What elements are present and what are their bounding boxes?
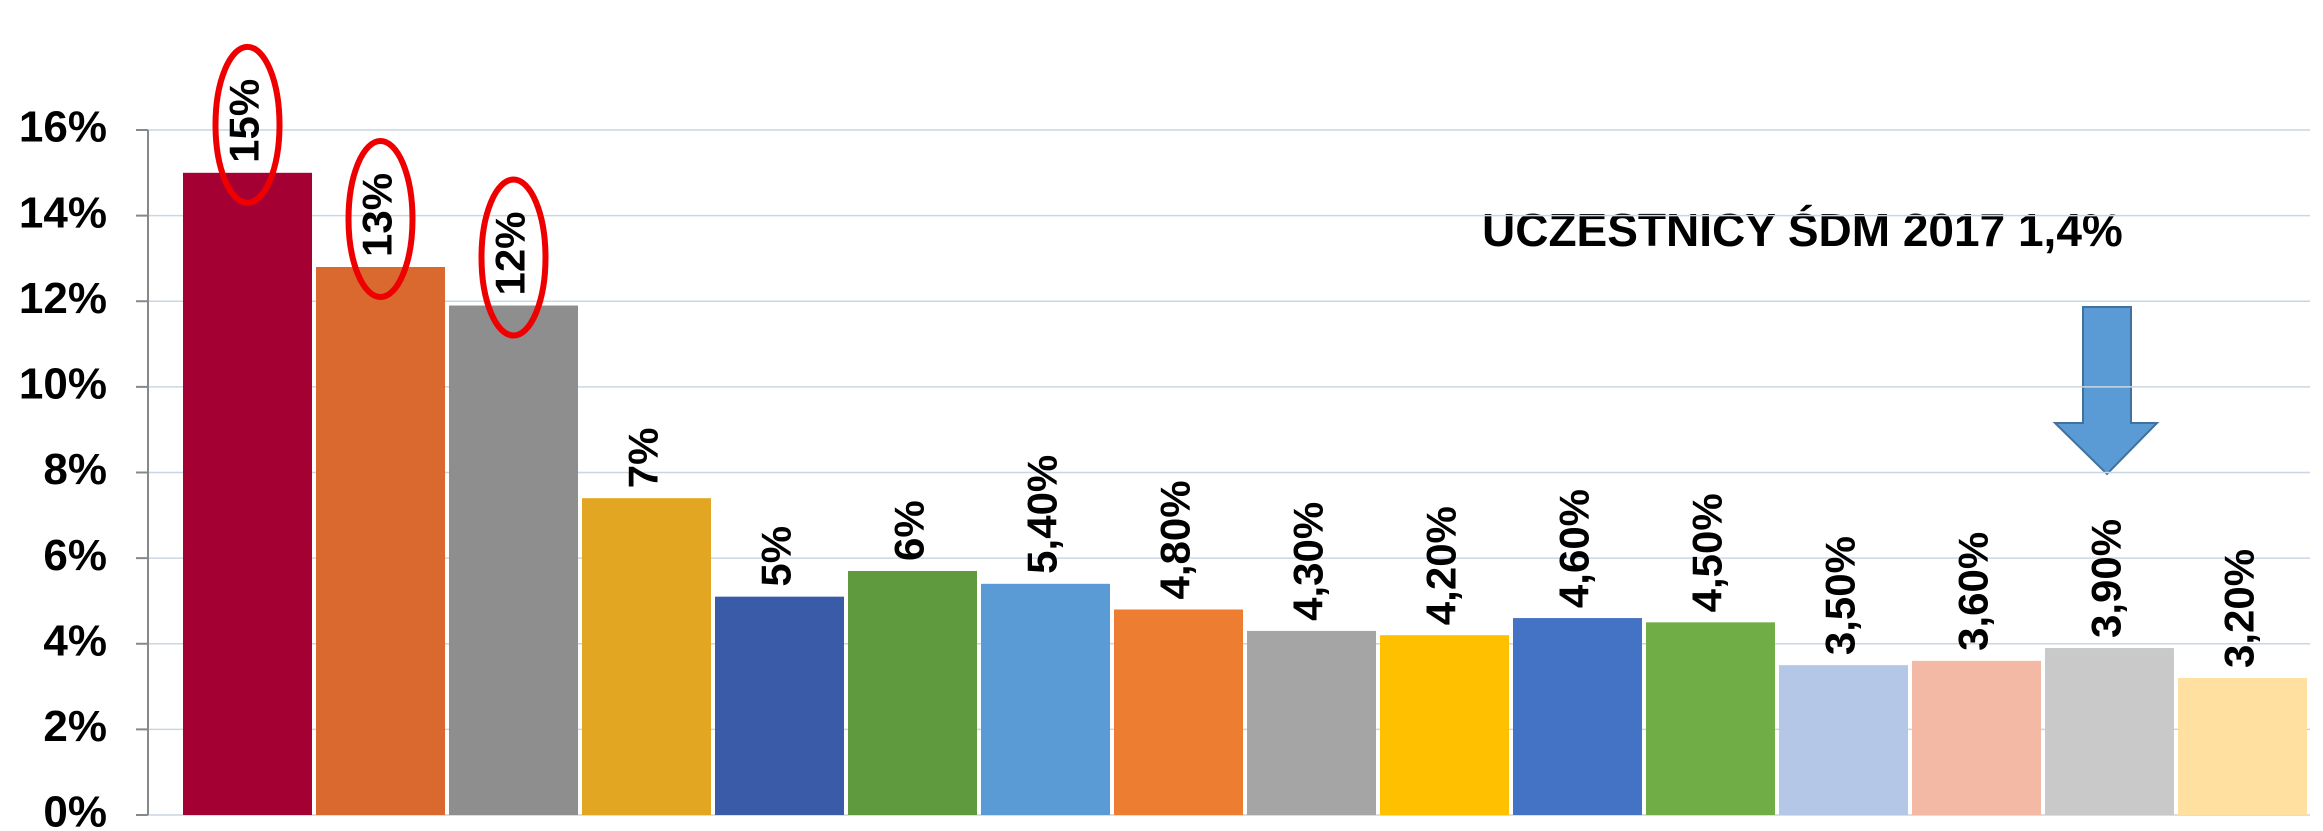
highlight-ellipse <box>478 176 549 339</box>
value-label: 4,50% <box>1684 493 1731 612</box>
value-label: 13% <box>354 173 401 257</box>
annotation: UCZESTNICY ŚDM 2017 1,4% <box>1482 204 2123 256</box>
y-tick-label: 12% <box>19 274 107 323</box>
highlight-ellipse <box>212 43 283 206</box>
value-label: 12% <box>487 211 534 295</box>
value-label: 4,20% <box>1418 506 1465 625</box>
bar <box>981 583 1110 815</box>
bar <box>1513 618 1642 815</box>
y-tick-label: 0% <box>43 788 107 831</box>
value-label: 4,30% <box>1285 502 1332 621</box>
value-label: 3,90% <box>2083 519 2130 638</box>
y-tick-label: 6% <box>43 531 107 580</box>
bar <box>316 267 445 815</box>
value-label: 5% <box>753 526 800 587</box>
bar <box>1912 660 2041 815</box>
arrow <box>2052 306 2160 476</box>
value-label: 6% <box>886 500 933 561</box>
bar <box>1380 635 1509 815</box>
y-tick-label: 4% <box>43 616 107 665</box>
value-label: 4,60% <box>1551 489 1598 608</box>
bar <box>449 305 578 815</box>
value-label: 4,80% <box>1152 480 1199 599</box>
value-label: 3,20% <box>2216 549 2263 668</box>
value-label: 15% <box>221 79 268 163</box>
y-tick-label: 8% <box>43 445 107 494</box>
bar <box>715 596 844 815</box>
bar <box>183 172 312 815</box>
value-label: 3,60% <box>1950 532 1997 651</box>
value-label: 3,50% <box>1817 536 1864 655</box>
bar <box>1646 622 1775 815</box>
y-tick-label: 16% <box>19 103 107 152</box>
bar <box>582 498 711 815</box>
y-tick-label: 14% <box>19 188 107 237</box>
bar <box>848 570 977 815</box>
y-tick-label: 10% <box>19 360 107 409</box>
y-tick-label: 2% <box>43 702 107 751</box>
bar <box>1114 609 1243 815</box>
highlight-ellipse <box>345 138 416 300</box>
bar <box>2178 678 2307 815</box>
bar <box>2045 648 2174 815</box>
value-label: 7% <box>620 427 667 488</box>
bar <box>1247 630 1376 815</box>
value-label: 5,40% <box>1019 455 1066 574</box>
bar <box>1779 665 1908 815</box>
